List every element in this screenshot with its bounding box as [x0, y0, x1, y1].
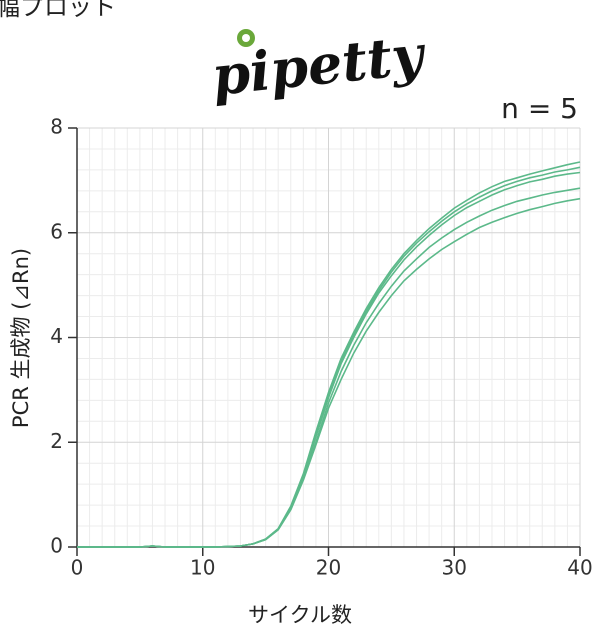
y-tick-label: 0	[50, 534, 63, 558]
y-tick-label: 8	[50, 115, 63, 139]
logo-gear-hole	[242, 34, 250, 42]
annotation: n = 5	[501, 92, 578, 125]
x-tick-label: 20	[316, 556, 341, 580]
y-axis-label: PCR 生成物 (⊿Rn)	[9, 248, 33, 428]
y-tick-label: 4	[50, 324, 63, 348]
x-tick-label: 30	[442, 556, 467, 580]
x-axis-label: サイクル数	[248, 603, 352, 627]
page-title: 幅プロット	[0, 0, 116, 21]
x-tick-label: 10	[190, 556, 215, 580]
line-series	[77, 197, 581, 548]
y-tick-label: 2	[50, 429, 63, 453]
y-tick-label: 6	[50, 219, 63, 243]
x-tick-label: 40	[567, 556, 592, 580]
x-tick-label: 0	[71, 556, 84, 580]
